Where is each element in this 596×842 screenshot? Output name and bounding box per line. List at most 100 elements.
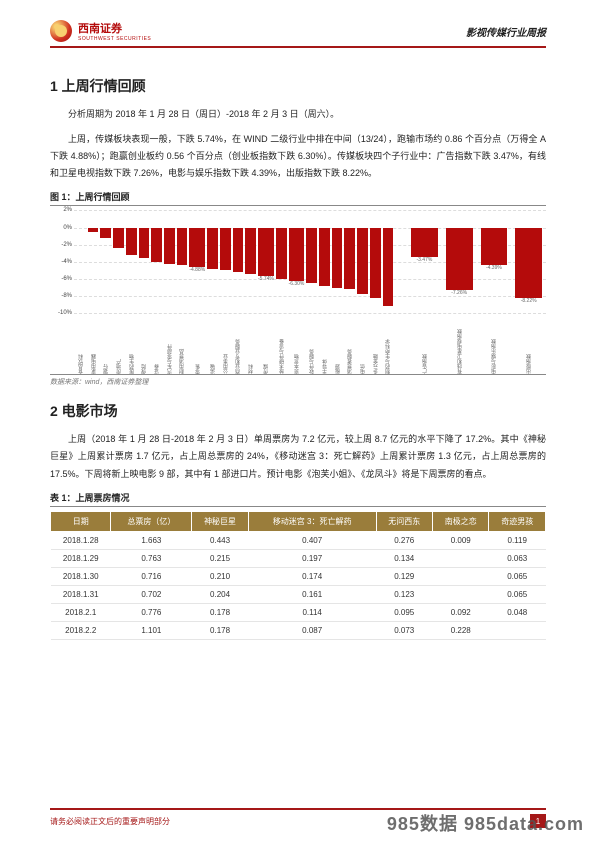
doc-title: 影视传媒行业周报 [466,24,546,39]
table-row: 2018.1.300.7160.2100.1740.129 0.065 [51,567,546,585]
table-header-cell: 无问西东 [376,511,432,531]
chart-bar: 电信 [357,210,368,294]
table-row: 2018.2.10.7760.1780.1140.0950.0920.048 [51,603,546,621]
table-cell: 0.716 [111,567,192,585]
table-cell: 0.210 [192,567,248,585]
chart-bar: -4.39%电影与娱乐指数 [481,210,508,271]
fig1-chart: 2%0%-2%-4%-6%-8%-10%食品饮料家用电器银行房地产医药生物保险证… [50,210,546,375]
table-row: 2018.1.281.6630.4430.4070.2760.0090.119 [51,531,546,549]
table-header-cell: 总票房（亿） [111,511,192,531]
table-cell: 2018.1.31 [51,585,111,603]
table-cell: 0.065 [489,567,546,585]
table-row: 2018.1.310.7020.2040.1610.123 0.065 [51,585,546,603]
chart-bar: 软件与服务 [306,210,317,283]
table-cell: 0.228 [432,621,488,639]
section1-p2: 上周，传媒板块表现一般，下跌 5.74%，在 WIND 二级行业中排在中间（13… [50,131,546,182]
section1-title: 1 上周行情回顾 [50,76,546,96]
table-cell [432,567,488,585]
chart-bar: 保险 [139,210,150,258]
table-cell: 2018.1.30 [51,567,111,585]
logo: 西南证券 SOUTHWEST SECURITIES [50,20,151,42]
table-cell: 0.215 [192,549,248,567]
table-header-cell: 奇迹男孩 [489,511,546,531]
chart-bar: 多元金融 [370,210,381,297]
table-header-cell: 移动迷宫 3：死亡解药 [248,511,376,531]
table-cell: 2018.2.1 [51,603,111,621]
header-rule [50,46,546,48]
chart-bar: -3.47%广告指数 [411,210,438,263]
table-cell: 0.407 [248,531,376,549]
chart-bar: 商业和专业服务 [233,210,244,272]
table-cell [432,585,488,603]
chart-bar: 公用事业 [220,210,231,270]
section2-p1: 上周（2018 年 1 月 28 日-2018 年 2 月 3 日）单周票房为 … [50,431,546,482]
chart-bar: 证券 [151,210,162,261]
table-cell: 0.092 [432,603,488,621]
table-cell: 0.161 [248,585,376,603]
fig1-caption: 图 1：上周行情回顾 [50,190,546,206]
table-row: 2018.1.290.7630.2150.1970.134 0.063 [51,549,546,567]
table-cell: 0.065 [489,585,546,603]
table-cell: 0.048 [489,603,546,621]
table-cell: 0.174 [248,567,376,585]
table-cell: 0.073 [376,621,432,639]
table-cell [432,549,488,567]
table-cell: 0.443 [192,531,248,549]
table-cell: 0.776 [111,603,192,621]
chart-bar: 材料 [245,210,256,273]
chart-bar: 食品饮料 [75,210,86,227]
chart-bar: -4.88%零售 [189,210,205,273]
table-cell [489,621,546,639]
table-cell: 0.114 [248,603,376,621]
table-header-cell: 神秘巨星 [192,511,248,531]
chart-bar: -5.74%传媒 [258,210,274,282]
table-cell: 0.702 [111,585,192,603]
chart-bar: 制药与生命科学 [383,210,394,306]
table-cell: 0.087 [248,621,376,639]
chart-bar: 医药生物 [126,210,137,255]
table-cell: 0.119 [489,531,546,549]
table-cell: 0.178 [192,603,248,621]
section1-p1: 分析周期为 2018 年 1 月 28 日（周日）-2018 年 2 月 3 日… [50,106,546,123]
boxoffice-table: 日期总票房（亿）神秘巨星移动迷宫 3：死亡解药无问西东南极之恋奇迹男孩 2018… [50,511,546,640]
chart-bar: 能源 [332,210,343,287]
table-cell: 0.197 [248,549,376,567]
table-header-cell: 南极之恋 [432,511,488,531]
chart-bar: 银行 [100,210,111,237]
fig1-source: 数据来源：wind，西南证券整理 [50,377,546,387]
chart-bar: 消费者服务 [344,210,355,289]
chart-bar: 房地产 [113,210,124,248]
chart-bar: 半导体 [319,210,330,285]
table-cell: 1.101 [111,621,192,639]
table-cell: 0.123 [376,585,432,603]
table-cell: 2018.1.29 [51,549,111,567]
chart-bar: -7.26%有线和卫星电视指数 [446,210,473,295]
table-cell: 0.763 [111,549,192,567]
table-cell: 0.276 [376,531,432,549]
chart-bar: -8.22%出版指数 [515,210,542,304]
table-cell: 0.063 [489,549,546,567]
footer-text: 请务必阅读正文后的重要声明部分 [50,816,170,827]
chart-bar: 家用电器 [88,210,99,231]
table-header-cell: 日期 [51,511,111,531]
chart-bar: 耐用消费品 [177,210,188,265]
table-cell: 0.129 [376,567,432,585]
table-cell: 0.095 [376,603,432,621]
table-cell: 0.134 [376,549,432,567]
chart-bar: 技术硬件与设备 [276,210,287,279]
chart-bar: -6.30%资本货物 [289,210,305,286]
tbl1-caption: 表 1：上周票房情况 [50,491,546,507]
section2-title: 2 电影市场 [50,401,546,421]
table-cell: 1.663 [111,531,192,549]
table-cell: 0.204 [192,585,248,603]
chart-bar: 运输 [207,210,218,268]
table-cell: 2018.2.2 [51,621,111,639]
chart-bar: 汽车与零部件 [164,210,175,263]
table-row: 2018.2.21.1010.1780.0870.0730.228 [51,621,546,639]
logo-text-cn: 西南证券 [78,20,151,36]
watermark: 985数据 985data.com [387,810,584,836]
logo-text-en: SOUTHWEST SECURITIES [78,36,151,42]
table-cell: 2018.1.28 [51,531,111,549]
table-cell: 0.178 [192,621,248,639]
table-cell: 0.009 [432,531,488,549]
